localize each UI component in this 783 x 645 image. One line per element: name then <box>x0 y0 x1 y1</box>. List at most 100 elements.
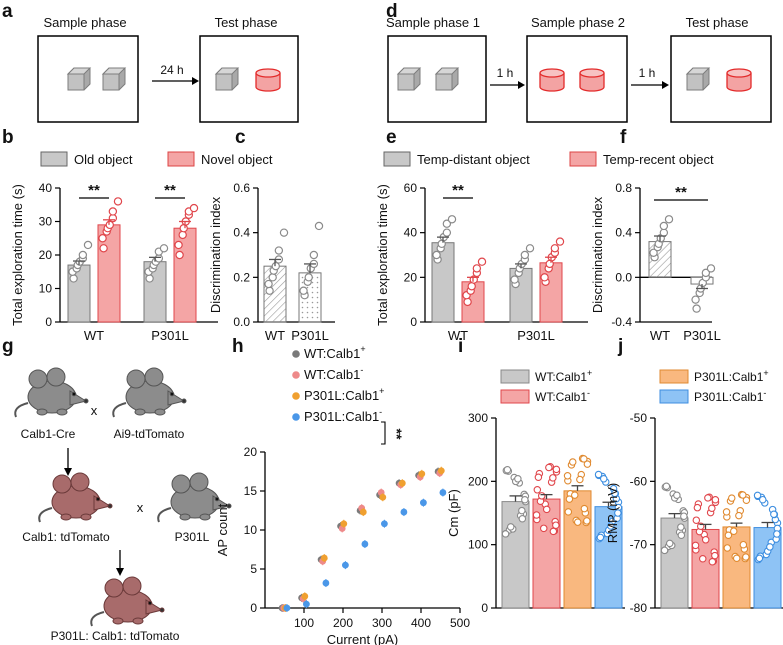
data-point <box>477 257 487 266</box>
legend-superscript: + <box>360 344 365 354</box>
data-point <box>400 508 408 516</box>
data-point <box>510 275 519 284</box>
y-tick-label: 0.0 <box>233 315 250 329</box>
data-point <box>550 244 560 253</box>
data-point <box>78 250 88 260</box>
y-tick-label: 20 <box>404 270 418 284</box>
chart-i-capacitance: 0 100 200 300 Cm (pF) WT:Calb1+ WT:Calb1- <box>446 368 625 615</box>
data-point <box>552 465 561 474</box>
data-point <box>537 492 546 500</box>
data-point <box>706 264 716 273</box>
arrow-head-icon <box>662 81 669 89</box>
x-category-label: WT <box>650 328 670 343</box>
arrow-label-24h: 24 h <box>160 63 183 77</box>
sample-phase-1-title: Sample phase 1 <box>386 15 480 30</box>
data-point <box>442 219 452 228</box>
significance-label: ** <box>88 182 100 199</box>
data-point <box>467 282 476 291</box>
y-tick-label: 0.0 <box>615 270 632 284</box>
y-tick-label: 200 <box>468 474 488 488</box>
panel-label-c: c <box>235 127 246 148</box>
data-point <box>723 544 732 552</box>
legend-label: WT:Calb1+ <box>535 368 592 384</box>
panel-label-b: b <box>2 127 14 148</box>
data-point <box>698 554 707 563</box>
data-point <box>545 259 554 269</box>
x-tick-label: 300 <box>372 616 392 630</box>
y-tick-label: 0.4 <box>615 226 632 240</box>
legend-label: P301L:Calb1- <box>694 388 766 404</box>
y-tick-label: 0.8 <box>615 181 632 195</box>
y-tick-label: 30 <box>39 215 53 229</box>
data-point <box>753 491 762 500</box>
significance-label: ** <box>452 182 464 199</box>
mouse-label-calb1-cre: Calb1-Cre <box>21 427 76 441</box>
arrow-head-icon <box>116 568 124 576</box>
data-point <box>381 520 388 528</box>
arrow-head-icon <box>64 468 72 476</box>
data-point <box>98 234 107 243</box>
y-tick-label: -80 <box>630 601 648 615</box>
data-point <box>113 197 123 206</box>
data-point <box>447 215 457 224</box>
data-point <box>739 540 748 549</box>
y-axis-label: RMP (mV) <box>605 483 620 543</box>
data-point <box>539 524 548 533</box>
data-point <box>673 491 681 500</box>
data-point <box>704 494 712 502</box>
data-point <box>303 600 310 608</box>
data-point <box>174 240 183 250</box>
data-point <box>580 455 588 463</box>
legend-marker <box>292 350 300 358</box>
y-tick-label: 10 <box>39 282 53 296</box>
x-category-label: WT <box>265 328 285 343</box>
legend-superscript: - <box>587 388 590 398</box>
data-point <box>283 604 291 612</box>
x-tick-label: 100 <box>294 616 314 630</box>
sample-2-arena-box <box>526 35 628 123</box>
y-tick-label: 0 <box>481 601 488 615</box>
data-point <box>437 239 446 249</box>
panel-label-g: g <box>2 336 14 357</box>
data-point <box>701 536 710 544</box>
data-point <box>540 273 549 282</box>
data-point <box>379 493 387 501</box>
y-tick-label: 40 <box>404 226 418 240</box>
y-tick-label: 100 <box>468 538 488 552</box>
object-cube-icon <box>435 67 459 91</box>
data-point <box>735 511 743 520</box>
y-tick-label: 0.6 <box>233 181 250 195</box>
data-point <box>545 463 553 472</box>
data-point <box>677 523 685 531</box>
data-point <box>361 540 369 548</box>
data-point <box>503 466 512 474</box>
data-point <box>271 261 280 271</box>
data-point <box>542 505 551 514</box>
data-point <box>274 246 284 255</box>
legend-swatch <box>500 389 530 404</box>
data-point <box>159 244 169 253</box>
chart-j-rmp: -50 -60 -70 -80 RMP (mV) P301L:Calb1+ P301L:Ca… <box>605 368 783 615</box>
data-point <box>189 203 199 213</box>
data-point <box>314 221 324 231</box>
data-point <box>439 489 447 496</box>
legend-superscript: - <box>763 388 766 398</box>
test-arena-box <box>199 35 299 123</box>
data-point <box>576 475 584 484</box>
legend-superscript: + <box>763 368 768 378</box>
legend-swatch-recent <box>569 151 597 167</box>
legend-label: WT:Calb1+ <box>304 344 366 361</box>
data-point <box>279 228 289 237</box>
data-point <box>340 520 348 528</box>
legend-superscript: + <box>379 386 384 396</box>
legend-marker <box>292 413 300 421</box>
data-point <box>758 495 767 504</box>
y-tick-label: 5 <box>250 562 257 576</box>
data-point <box>773 530 781 538</box>
data-point <box>398 479 406 487</box>
data-point <box>580 504 589 513</box>
panel-label-f: f <box>620 127 627 148</box>
test-phase-title: Test phase <box>215 15 278 30</box>
y-tick-label: 0.4 <box>233 226 250 240</box>
